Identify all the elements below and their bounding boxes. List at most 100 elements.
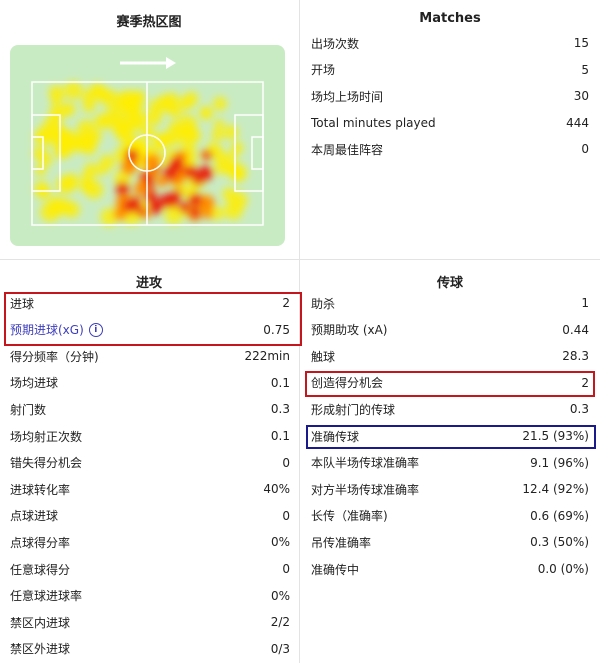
stat-label: 触球	[311, 349, 336, 364]
stat-value: 0%	[270, 535, 290, 550]
highlight-box-chances	[305, 371, 595, 397]
info-icon[interactable]: i	[88, 322, 103, 337]
highlight-box-accurate-passes	[306, 425, 596, 449]
stat-value: 0.3 (50%)	[530, 535, 589, 550]
stat-row: 点球得分率 0%	[10, 529, 290, 555]
stat-label: 形成射门的传球	[311, 402, 396, 417]
heat-blob	[224, 161, 236, 174]
heat-blob	[169, 105, 182, 118]
heat-blob	[230, 141, 244, 155]
heat-blob	[144, 190, 158, 204]
stat-label: 准确传中	[311, 562, 360, 577]
heat-blob	[124, 113, 142, 132]
highlight-box-goals	[4, 292, 302, 346]
season-heatmap	[10, 45, 285, 246]
stat-label: 助杀	[311, 296, 336, 311]
heat-blob	[115, 182, 130, 196]
heat-blob	[56, 175, 75, 194]
heat-blob	[94, 113, 110, 130]
heat-blob	[190, 206, 202, 218]
heat-blob	[143, 154, 158, 169]
heat-blob	[184, 91, 199, 106]
stat-value: 2	[282, 296, 290, 310]
heat-blob	[169, 156, 185, 172]
heat-blob	[100, 207, 119, 227]
heat-blob	[89, 82, 105, 98]
stat-row: 长传（准确率) 0.6 (69%)	[311, 503, 589, 529]
stat-label: 长传（准确率)	[311, 509, 388, 524]
stat-row: 进球 2	[10, 290, 290, 316]
heat-blob	[88, 129, 102, 143]
stat-value: 0.0 (0%)	[537, 562, 589, 576]
stat-row: 场均上场时间 30	[311, 83, 589, 109]
stat-value: 222min	[244, 349, 290, 364]
stat-value: 9.1 (96%)	[530, 455, 589, 470]
heat-blob	[230, 191, 248, 210]
stat-row: 得分频率（分钟) 222min	[10, 343, 290, 369]
stat-row: 点球进球 0	[10, 503, 290, 529]
stat-value: 0.1	[270, 429, 290, 443]
stat-value: 2	[581, 375, 589, 390]
stat-label: 吊传准确率	[311, 535, 372, 550]
stat-value: 0	[282, 562, 290, 576]
stat-value: 2/2	[270, 615, 290, 630]
stat-row: Total minutes played 444	[311, 110, 589, 136]
stat-label: 本周最佳阵容	[311, 142, 384, 157]
stat-label: 开场	[311, 63, 336, 78]
heat-blob	[35, 165, 47, 177]
stat-value: 0.6 (69%)	[530, 508, 589, 523]
heat-blob	[207, 141, 219, 153]
stat-row: 禁区外进球 0/3	[10, 636, 290, 662]
stat-label: 进球转化率	[10, 482, 71, 497]
stat-row: 进球转化率 40%	[10, 476, 290, 502]
heat-blob	[83, 162, 99, 178]
stat-label: 禁区内进球	[10, 615, 71, 630]
stat-label: 本队半场传球准确率	[311, 456, 420, 471]
heat-blob	[165, 127, 184, 146]
heat-blob	[178, 201, 190, 213]
heat-blob	[164, 205, 184, 225]
stat-row: 对方半场传球准确率 12.4 (92%)	[311, 476, 589, 502]
stat-label: 场均进球	[10, 376, 59, 391]
stat-label: 得分频率（分钟)	[10, 349, 99, 364]
stat-row: 错失得分机会 0	[10, 450, 290, 476]
heat-blob	[214, 119, 225, 130]
stat-row: 禁区内进球 2/2	[10, 609, 290, 635]
stat-label: 点球得分率	[10, 535, 71, 550]
stat-label: 进球	[10, 296, 35, 311]
heat-blob	[199, 106, 213, 120]
heat-blob	[148, 200, 163, 215]
stat-value: 0	[282, 508, 290, 523]
stat-label: 场均射正次数	[10, 429, 83, 444]
heat-blob	[188, 193, 202, 207]
stat-value: 0.44	[562, 322, 589, 337]
heat-blob	[113, 207, 127, 221]
stat-row: 创造得分机会 2	[311, 370, 589, 396]
heatmap-title: 赛季热区图	[116, 15, 182, 30]
heat-blob	[202, 208, 213, 220]
stat-row: 任意球进球率 0%	[10, 583, 290, 609]
stat-label: 射门数	[10, 402, 47, 417]
pitch-lines	[31, 81, 264, 226]
stat-value: 0	[282, 455, 290, 470]
heat-blob	[64, 81, 83, 100]
stat-label: 任意球得分	[10, 562, 71, 577]
stat-label: 准确传球	[311, 429, 360, 444]
heat-blob	[210, 206, 225, 221]
stat-row: 场均射正次数 0.1	[10, 423, 290, 449]
heat-blob	[213, 96, 228, 111]
heat-blob	[145, 110, 162, 126]
stat-row: 准确传球 21.5 (93%)	[311, 423, 589, 449]
heat-blob	[125, 102, 140, 118]
heat-blob	[79, 135, 90, 146]
stat-value: 15	[573, 36, 589, 50]
heat-blob	[43, 115, 59, 131]
heat-blob	[138, 179, 147, 189]
passing-title: 传球	[436, 276, 463, 291]
heat-blob	[36, 185, 51, 200]
heat-blob	[62, 102, 76, 116]
stat-row: 准确传中 0.0 (0%)	[311, 556, 589, 582]
heat-blob	[96, 164, 108, 176]
heat-blob	[184, 165, 198, 179]
stat-value: 0.3	[270, 402, 290, 417]
